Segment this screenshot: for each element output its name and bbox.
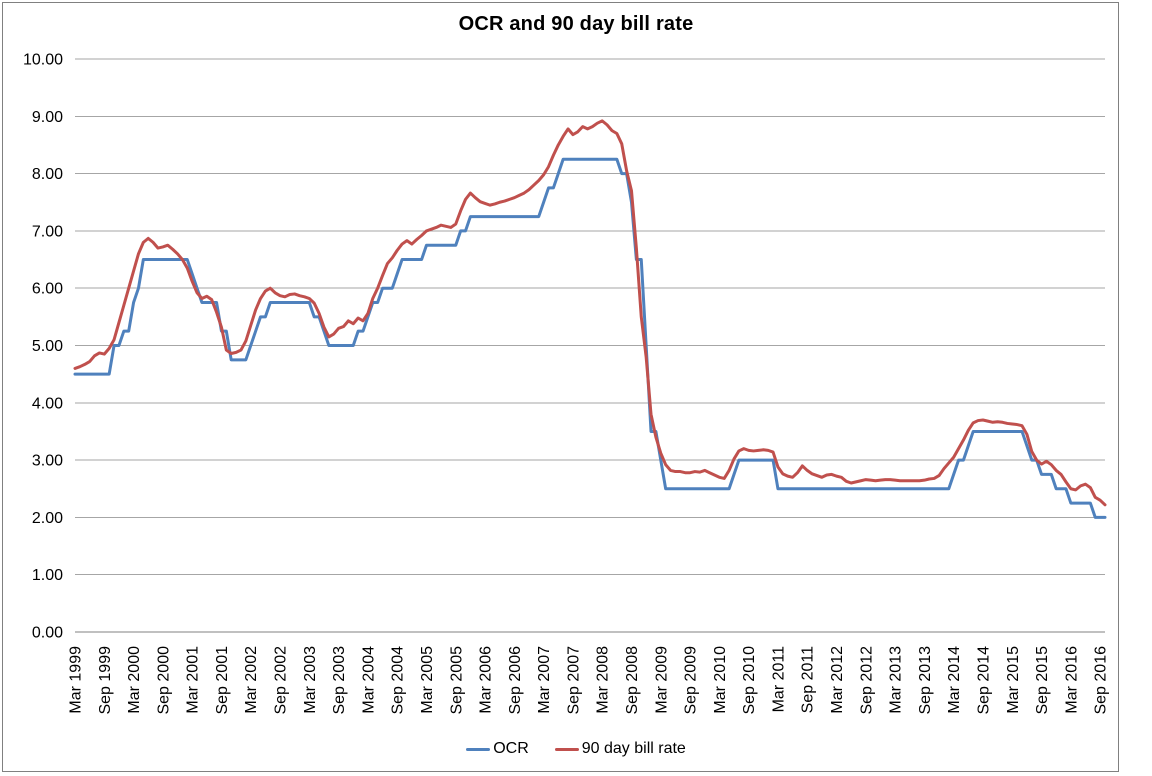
legend-item-90-day-bill-rate: 90 day bill rate [554, 740, 686, 758]
x-tick-label: Mar 2002 [243, 646, 260, 714]
x-tick-label: Sep 2009 [683, 646, 700, 715]
legend-item-ocr: OCR [466, 740, 529, 758]
y-tick-label: 9.00 [32, 109, 63, 126]
x-tick-label: Sep 2002 [273, 646, 290, 715]
x-tick-label: Sep 2007 [565, 646, 582, 715]
x-tick-label: Mar 2006 [478, 646, 495, 714]
x-axis-labels: Mar 1999 Sep 1999 Mar 2000 Sep 2000 Mar 2001… [68, 646, 1110, 715]
x-tick-label: Mar 2009 [653, 646, 670, 714]
x-tick-label: Mar 2008 [595, 646, 612, 714]
x-tick-label: Sep 2001 [214, 646, 231, 715]
x-tick-label: Mar 2004 [360, 646, 377, 714]
x-tick-label: Mar 2005 [419, 646, 436, 714]
series-line-ocr [73, 157, 1107, 519]
x-tick-label: Sep 2015 [1034, 646, 1051, 715]
y-axis-labels: 0.00 1.00 2.00 3.00 4.00 5.00 6.00 7.00 8.00 9.00… [23, 52, 63, 642]
x-tick-label: Mar 1999 [68, 646, 85, 714]
y-tick-label: 8.00 [32, 166, 63, 183]
x-tick-label: Sep 2005 [448, 646, 465, 715]
x-tick-label: Sep 2003 [331, 646, 348, 715]
y-tick-label: 7.00 [32, 223, 63, 240]
x-tick-label: Sep 2010 [741, 646, 758, 715]
y-tick-label: 2.00 [32, 510, 63, 527]
x-tick-label: Mar 2014 [946, 646, 963, 714]
x-tick-label: Sep 2008 [624, 646, 641, 715]
x-tick-label: Mar 2007 [536, 646, 553, 714]
legend-label-90-day-bill-rate: 90 day bill rate [581, 740, 686, 757]
x-tick-label: Mar 2016 [1063, 646, 1080, 714]
x-tick-label: Sep 1999 [97, 646, 114, 715]
y-tick-label: 1.00 [32, 567, 63, 584]
x-tick-label: Mar 2015 [1005, 646, 1022, 714]
y-tick-label: 6.00 [32, 281, 63, 298]
x-tick-label: Mar 2010 [712, 646, 729, 714]
chart-title: OCR and 90 day bill rate [458, 13, 694, 35]
y-tick-label: 4.00 [32, 395, 63, 412]
chart-frame [2, 2, 1119, 772]
x-tick-label: Sep 2006 [507, 646, 524, 715]
x-tick-label: Mar 2001 [185, 646, 202, 714]
legend-line-90-day-bill-rate-icon [554, 747, 579, 751]
y-tick-label: 0.00 [32, 625, 63, 642]
x-tick-label: Mar 2012 [829, 646, 846, 714]
legend: OCR 90 day bill rate [0, 740, 1152, 758]
x-tick-label: Sep 2011 [800, 646, 817, 713]
x-tick-label: Mar 2011 [770, 646, 787, 713]
x-tick-label: Sep 2014 [975, 646, 992, 715]
x-tick-label: Sep 2016 [1093, 646, 1110, 715]
y-tick-label: 3.00 [32, 453, 63, 470]
x-tick-label: Sep 2012 [858, 646, 875, 715]
y-tick-label: 10.00 [23, 52, 63, 69]
series-line-90-day-bill-rate [73, 119, 1107, 507]
x-tick-label: Mar 2000 [126, 646, 143, 714]
x-tick-label: Mar 2003 [302, 646, 319, 714]
legend-line-ocr-icon [466, 747, 491, 751]
x-tick-label: Mar 2013 [888, 646, 905, 714]
legend-label-ocr: OCR [493, 740, 529, 757]
x-tick-label: Sep 2000 [155, 646, 172, 715]
y-tick-label: 5.00 [32, 338, 63, 355]
x-tick-label: Sep 2013 [917, 646, 934, 715]
x-tick-label: Sep 2004 [390, 646, 407, 715]
gridlines [75, 58, 1105, 633]
